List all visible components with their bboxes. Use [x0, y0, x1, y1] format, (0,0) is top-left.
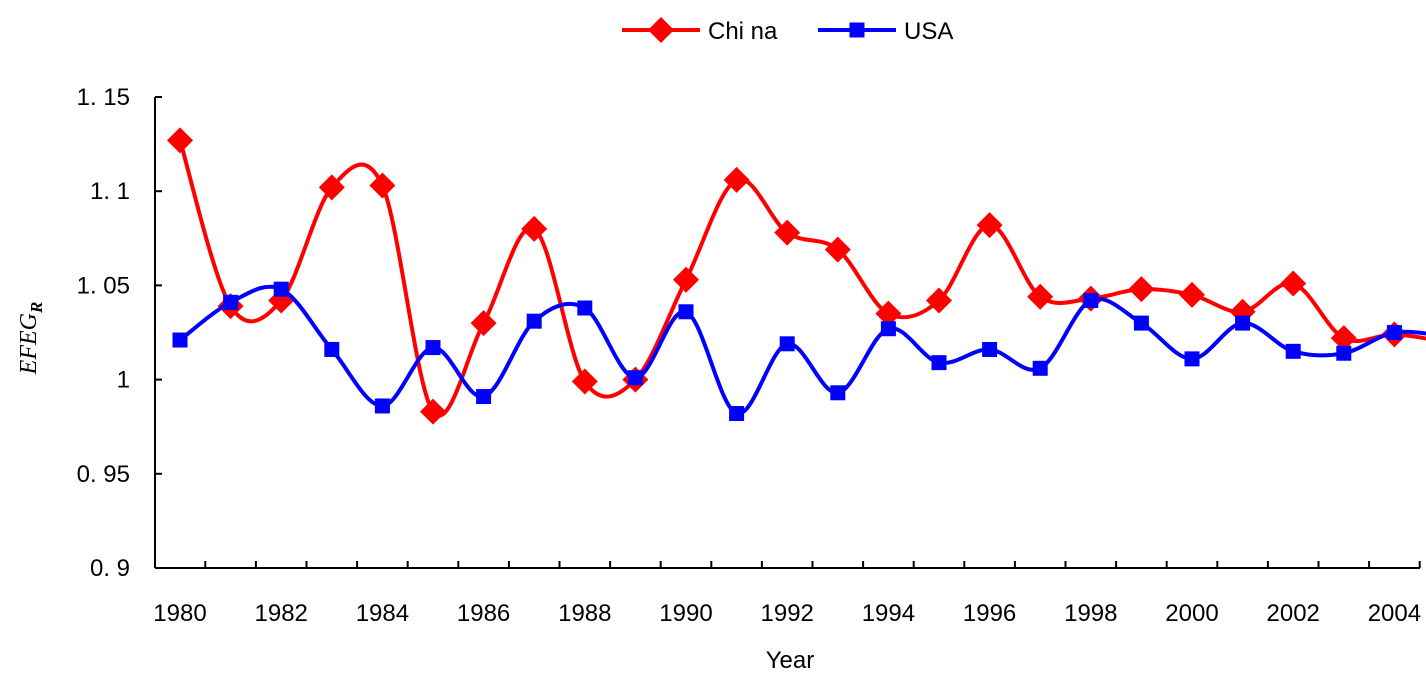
data-point-usa [273, 281, 289, 297]
data-point-china [420, 398, 446, 425]
data-point-usa [1083, 292, 1099, 308]
y-axis-title: EFEGR [16, 302, 46, 376]
data-point-usa [1336, 345, 1352, 361]
legend-swatch-marker [648, 17, 674, 43]
legend-label: USA [904, 18, 953, 45]
data-point-china [318, 174, 345, 201]
data-point-usa [1184, 351, 1200, 367]
legend: Chi na USA [622, 17, 953, 45]
data-point-usa [324, 341, 340, 357]
legend-label: Chi na [708, 18, 778, 45]
x-tick-label: 1992 [761, 600, 814, 627]
x-tick-label: 1996 [963, 600, 1016, 627]
data-point-usa [1133, 315, 1149, 331]
x-tick-label: 1980 [153, 600, 206, 627]
data-point-usa [880, 321, 896, 337]
data-point-usa [931, 355, 947, 371]
data-point-china [521, 215, 548, 242]
x-tick-label: 2004 [1368, 600, 1421, 627]
data-point-usa [982, 341, 998, 357]
axes: 0. 9 0. 95 1 1. 05 1. 1 1. 15 1980 1982 1984 1986… [77, 84, 1421, 627]
data-point-china [1027, 283, 1054, 310]
data-point-usa [476, 389, 492, 405]
data-point-usa [1032, 360, 1048, 376]
x-tick-label: 1988 [558, 600, 611, 627]
data-point-china [875, 300, 902, 327]
data-point-usa [577, 300, 593, 316]
legend-item-china: Chi na [622, 17, 778, 45]
y-tick-label: 1. 1 [90, 178, 130, 205]
data-point-usa [223, 294, 239, 310]
legend-item-usa: USA [818, 18, 953, 45]
data-point-china [1330, 325, 1357, 352]
data-point-china [723, 166, 750, 193]
data-point-china [926, 287, 952, 314]
x-tick-label: 1998 [1064, 600, 1117, 627]
x-tick-label: 1990 [659, 600, 712, 627]
data-point-usa [1285, 343, 1301, 359]
x-tick-label: 1986 [457, 600, 510, 627]
data-point-usa [1386, 325, 1402, 340]
y-tick-label: 0. 9 [90, 555, 130, 582]
x-tick-label: 1984 [356, 600, 409, 627]
data-point-china [369, 172, 396, 199]
data-point-usa [830, 385, 846, 401]
data-point-china [976, 212, 1003, 239]
y-tick-label: 1 [117, 367, 130, 394]
data-point-china [571, 368, 598, 395]
series-line-china [178, 139, 1426, 418]
data-point-usa [526, 313, 542, 329]
data-point-china [167, 127, 193, 154]
data-point-usa [678, 304, 694, 320]
data-point-usa [779, 336, 795, 352]
y-axis-title-sub: R [27, 302, 46, 314]
y-tick-label: 1. 05 [77, 272, 130, 299]
x-tick-label: 2002 [1267, 600, 1320, 627]
data-point-usa [172, 332, 188, 348]
x-tick-label: 2000 [1165, 600, 1218, 627]
y-axis-title-main: EFEG [16, 313, 42, 375]
data-point-china [824, 236, 851, 263]
x-tick-label: 1982 [255, 600, 308, 627]
y-tick-label: 1. 15 [77, 84, 130, 111]
x-tick-label: 1994 [862, 600, 915, 627]
data-point-usa [1235, 315, 1251, 331]
data-point-china [1179, 281, 1205, 308]
data-point-usa [729, 406, 745, 422]
y-tick-label: 0. 95 [77, 461, 130, 488]
data-point-china [1128, 276, 1155, 303]
legend-swatch-marker [849, 22, 865, 38]
data-point-china [673, 266, 699, 293]
data-point-usa [627, 370, 643, 386]
data-point-china [470, 310, 497, 337]
data-point-china [1280, 270, 1307, 297]
series-usa [172, 281, 1426, 422]
data-point-usa [374, 398, 390, 414]
x-axis-title: Year [766, 647, 815, 674]
data-point-usa [425, 340, 441, 356]
data-point-china [774, 219, 801, 246]
series-layer [167, 127, 1426, 425]
